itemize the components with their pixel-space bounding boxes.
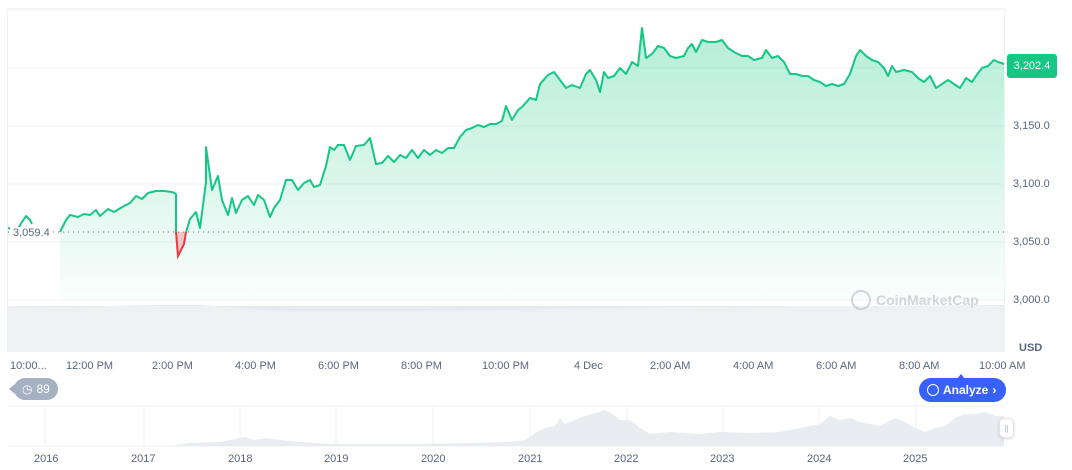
- x-tick: 2:00 PM: [152, 360, 193, 372]
- price-line-main: [59, 190, 177, 233]
- navigator[interactable]: [8, 405, 1004, 447]
- history-count: 89: [36, 382, 50, 396]
- analyze-button[interactable]: Analyze ›: [919, 374, 1007, 402]
- x-tick: 2:00 AM: [650, 360, 691, 372]
- coinmarketcap-logo-icon: [851, 290, 871, 310]
- open-price-label: 3,059.4: [10, 227, 53, 239]
- year-tick: 2018: [228, 453, 253, 465]
- year-tick: 2021: [518, 453, 543, 465]
- x-tick: 8:00 PM: [401, 360, 442, 372]
- x-tick: 12:00 PM: [66, 360, 114, 372]
- x-tick: 4:00 PM: [235, 360, 276, 372]
- x-tick: 6:00 PM: [318, 360, 359, 372]
- x-tick: 8:00 AM: [899, 360, 940, 372]
- navigator-history-area: [8, 410, 1004, 446]
- chevron-right-icon: ›: [992, 383, 997, 397]
- year-tick: 2020: [421, 453, 446, 465]
- x-tick: 4 Dec: [574, 360, 603, 372]
- year-tick: 2016: [34, 453, 59, 465]
- y-tick-3000: 3,000.0: [1013, 294, 1050, 306]
- x-tick: 10:00...: [10, 360, 47, 372]
- year-tick: 2022: [614, 453, 639, 465]
- y-tick-3100: 3,100.0: [1013, 178, 1050, 190]
- year-tick: 2024: [807, 453, 832, 465]
- year-tick: 2025: [903, 453, 928, 465]
- history-clock-icon: ◷: [22, 382, 33, 396]
- volume-bars: [8, 305, 1004, 352]
- x-tick: 10:00 AM: [979, 360, 1026, 372]
- currency-label: USD: [1019, 342, 1043, 354]
- watermark-text: CoinMarketCap: [876, 292, 979, 308]
- price-line-down: [175, 231, 187, 260]
- year-tick: 2023: [710, 453, 735, 465]
- x-tick: 10:00 PM: [482, 360, 530, 372]
- y-tick-3150: 3,150.0: [1013, 120, 1050, 132]
- y-tick-3050: 3,050.0: [1013, 236, 1050, 248]
- current-price-badge: 3,202.4: [1007, 54, 1057, 78]
- coinmarketcap-watermark: CoinMarketCap: [851, 290, 979, 310]
- x-tick: 6:00 AM: [816, 360, 857, 372]
- history-events-badge[interactable]: ◷ 89: [9, 378, 58, 400]
- price-line-main-2: [185, 27, 1005, 233]
- year-tick: 2019: [324, 453, 349, 465]
- navigator-handle[interactable]: ||: [999, 418, 1014, 438]
- x-tick: 4:00 AM: [733, 360, 774, 372]
- analyze-label: Analyze: [943, 383, 989, 397]
- year-tick: 2017: [131, 453, 156, 465]
- price-area-fill: [60, 28, 1004, 300]
- analyze-icon: [927, 384, 939, 396]
